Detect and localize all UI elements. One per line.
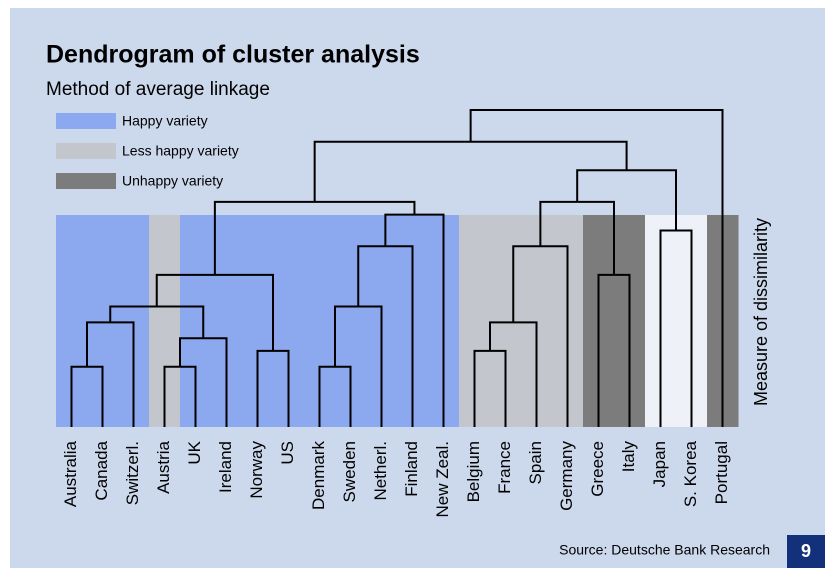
leaf-label: New Zeal. — [433, 441, 452, 518]
page-badge — [787, 535, 825, 568]
leaf-label: Portugal — [712, 441, 731, 504]
leaf-label: Italy — [619, 441, 638, 473]
leaf-label: Finland — [402, 441, 421, 497]
leaf-label: S. Korea — [681, 440, 700, 507]
leaf-label: Austria — [154, 440, 173, 493]
page-number: 9 — [801, 541, 811, 561]
y-axis-label: Measure of dissimilarity — [751, 218, 771, 406]
leaf-label: Norway — [247, 441, 266, 499]
leaf-label: Greece — [588, 441, 607, 497]
leaf-label: Canada — [92, 440, 111, 500]
leaf-label: France — [495, 441, 514, 494]
chart-title: Dendrogram of cluster analysis — [46, 41, 420, 69]
leaf-label: Spain — [526, 441, 545, 484]
leaf-label: Japan — [650, 441, 669, 487]
leaf-label: UK — [185, 440, 204, 464]
leaf-label: Belgium — [464, 441, 483, 502]
leaf-label: Switzerl. — [123, 441, 142, 505]
leaf-label: Denmark — [309, 441, 328, 510]
legend-swatch — [56, 143, 116, 159]
legend-swatch — [56, 113, 116, 129]
legend-swatch — [56, 173, 116, 189]
legend-label: Happy variety — [122, 113, 208, 129]
leaf-label: Ireland — [216, 441, 235, 493]
source: Source: Deutsche Bank Research — [559, 542, 770, 558]
leaf-label: Germany — [557, 441, 576, 511]
leaf-label: Sweden — [340, 441, 359, 502]
leaf-label: US — [278, 441, 297, 465]
leaf-label: Netherl. — [371, 441, 390, 501]
leaf-label: Australia — [61, 440, 80, 507]
dendrogram-link — [469, 109, 724, 427]
legend-label: Less happy variety — [122, 143, 239, 159]
chart-subtitle: Method of average linkage — [46, 79, 270, 100]
legend-label: Unhappy variety — [122, 173, 223, 189]
